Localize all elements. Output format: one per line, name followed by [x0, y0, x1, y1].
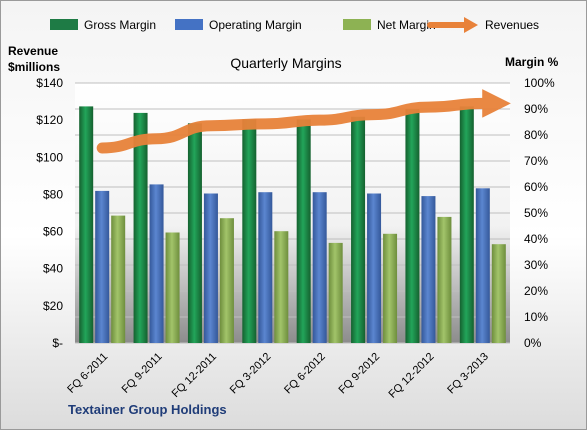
y-axis-left-tick-label: $80	[43, 187, 63, 201]
y-axis-right-tick-label: 0%	[524, 336, 542, 350]
y-axis-left-tick-label: $100	[36, 150, 63, 164]
y-axis-right-tick-label: 80%	[524, 128, 548, 142]
y-axis-right-ticks: 0% 10% 20% 30% 40% 50% 60% 70% 80% 90% 100%	[524, 76, 555, 350]
operating-margin-bar	[95, 190, 110, 343]
y-axis-left-tick-label: $60	[43, 225, 63, 239]
gross-margin-bar	[351, 116, 366, 343]
gross-margin-bar	[79, 106, 94, 344]
net-margin-bar	[437, 216, 452, 343]
y-axis-right-tick-label: 50%	[524, 206, 548, 220]
y-axis-left-label-line1: Revenue	[8, 44, 58, 58]
net-margin-bar	[274, 231, 289, 343]
gross-margin-bar	[405, 109, 420, 343]
revenues-legend-arrowhead	[464, 17, 478, 33]
y-axis-left-ticks: $- $20 $40 $60 $80 $100 $120 $140	[36, 76, 63, 350]
chart-title: Quarterly Margins	[230, 55, 341, 71]
y-axis-right-tick-label: 40%	[524, 232, 548, 246]
gross-margin-bar	[242, 119, 257, 344]
y-axis-right-tick-label: 10%	[524, 310, 548, 324]
y-axis-left-tick-label: $140	[36, 76, 63, 90]
revenues-legend-label: Revenues	[485, 18, 539, 32]
gross-margin-bar	[459, 106, 474, 344]
revenues-line	[96, 89, 511, 154]
net-margin-bar	[111, 215, 126, 343]
gross-margin-legend-swatch	[50, 19, 78, 30]
net-margin-legend-swatch	[343, 19, 371, 30]
operating-margin-bar	[421, 196, 436, 343]
y-axis-right-tick-label: 70%	[524, 154, 548, 168]
operating-margin-bar	[203, 193, 218, 343]
bars	[79, 106, 506, 344]
net-margin-legend-label: Net Margin	[377, 18, 436, 32]
y-axis-left-tick-label: $20	[43, 299, 63, 313]
y-axis-left-tick-label: $40	[43, 262, 63, 276]
y-axis-left-tick-label: $120	[36, 113, 63, 127]
y-axis-right-tick-label: 30%	[524, 258, 548, 272]
net-margin-bar	[491, 244, 506, 343]
y-axis-left-label-line2: $millions	[8, 60, 60, 74]
operating-margin-bar	[475, 188, 490, 343]
company-label: Textainer Group Holdings	[68, 402, 227, 417]
operating-margin-bar	[149, 184, 164, 343]
y-axis-right-tick-label: 60%	[524, 180, 548, 194]
net-margin-bar	[165, 232, 180, 343]
operating-margin-bar	[367, 193, 382, 343]
gross-margin-legend-label: Gross Margin	[84, 18, 156, 32]
y-axis-right-label: Margin %	[505, 55, 559, 69]
net-margin-bar	[219, 218, 234, 343]
net-margin-bar	[383, 233, 398, 343]
operating-margin-bar	[258, 192, 273, 343]
gross-margin-bar	[133, 112, 148, 344]
gross-margin-bar	[296, 119, 311, 344]
net-margin-bar	[328, 242, 343, 343]
y-axis-left-tick-label: $-	[52, 336, 63, 350]
y-axis-right-tick-label: 20%	[524, 284, 548, 298]
legend: Gross Margin Operating Margin Net Margin Re…	[50, 17, 539, 33]
y-axis-right-tick-label: 100%	[524, 76, 555, 90]
operating-margin-bar	[312, 192, 327, 343]
gross-margin-bar	[187, 123, 202, 343]
revenue-line-layer	[96, 89, 511, 154]
operating-margin-legend-label: Operating Margin	[209, 18, 302, 32]
y-axis-right-tick-label: 90%	[524, 102, 548, 116]
operating-margin-legend-swatch	[175, 19, 203, 30]
